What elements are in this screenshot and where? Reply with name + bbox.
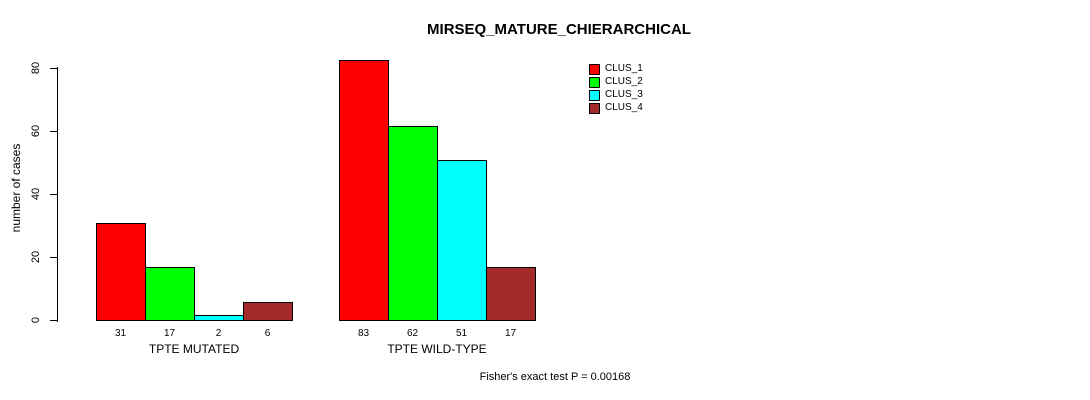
bar-clus_1-2 bbox=[339, 60, 389, 321]
legend-swatch bbox=[589, 89, 600, 101]
legend-item-clus_1: CLUS_1 bbox=[589, 63, 643, 75]
bar-clus_3-2 bbox=[437, 160, 487, 321]
bar-clus_1-1 bbox=[96, 223, 146, 321]
category-label: TPTE WILD-TYPE bbox=[387, 342, 487, 356]
y-tick-label: 20 bbox=[30, 250, 42, 264]
bar-clus_4-1 bbox=[243, 302, 293, 321]
legend-swatch bbox=[589, 76, 600, 88]
bar-clus_2-1 bbox=[145, 267, 195, 321]
y-tick-mark bbox=[50, 131, 57, 132]
bar-value-label: 2 bbox=[215, 328, 222, 339]
legend-swatch bbox=[589, 102, 600, 114]
legend-item-clus_3: CLUS_3 bbox=[589, 89, 643, 101]
y-tick-label: 40 bbox=[30, 187, 42, 201]
bar-clus_4-2 bbox=[486, 267, 536, 321]
bar-value-label: 6 bbox=[264, 328, 271, 339]
bar-value-label: 17 bbox=[504, 328, 517, 339]
legend-swatch bbox=[589, 63, 600, 75]
bar-value-label: 51 bbox=[455, 328, 468, 339]
bar-clus_3-1 bbox=[194, 315, 244, 321]
y-axis-title: number of cases bbox=[9, 143, 23, 233]
legend: CLUS_1 CLUS_2 CLUS_3 CLUS_4 bbox=[589, 63, 643, 116]
legend-item-clus_2: CLUS_2 bbox=[589, 76, 643, 88]
legend-label: CLUS_4 bbox=[605, 102, 643, 113]
y-tick-mark bbox=[50, 257, 57, 258]
bar-value-label: 62 bbox=[406, 328, 419, 339]
y-axis-line bbox=[57, 67, 58, 322]
legend-item-clus_4: CLUS_4 bbox=[589, 102, 643, 114]
bar-value-label: 17 bbox=[163, 328, 176, 339]
bar-clus_2-2 bbox=[388, 126, 438, 321]
y-tick-label: 60 bbox=[30, 124, 42, 138]
bar-value-label: 31 bbox=[114, 328, 127, 339]
legend-label: CLUS_1 bbox=[605, 63, 643, 74]
y-tick-mark bbox=[50, 68, 57, 69]
legend-label: CLUS_2 bbox=[605, 76, 643, 87]
y-tick-label: 0 bbox=[30, 316, 42, 324]
bar-value-label: 83 bbox=[357, 328, 370, 339]
y-tick-mark bbox=[50, 194, 57, 195]
y-tick-mark bbox=[50, 320, 57, 321]
annotation-text: Fisher's exact test P = 0.00168 bbox=[479, 371, 631, 383]
y-tick-label: 80 bbox=[30, 61, 42, 75]
category-label: TPTE MUTATED bbox=[148, 342, 240, 356]
chart-title: MIRSEQ_MATURE_CHIERARCHICAL bbox=[427, 21, 691, 38]
legend-label: CLUS_3 bbox=[605, 89, 643, 100]
